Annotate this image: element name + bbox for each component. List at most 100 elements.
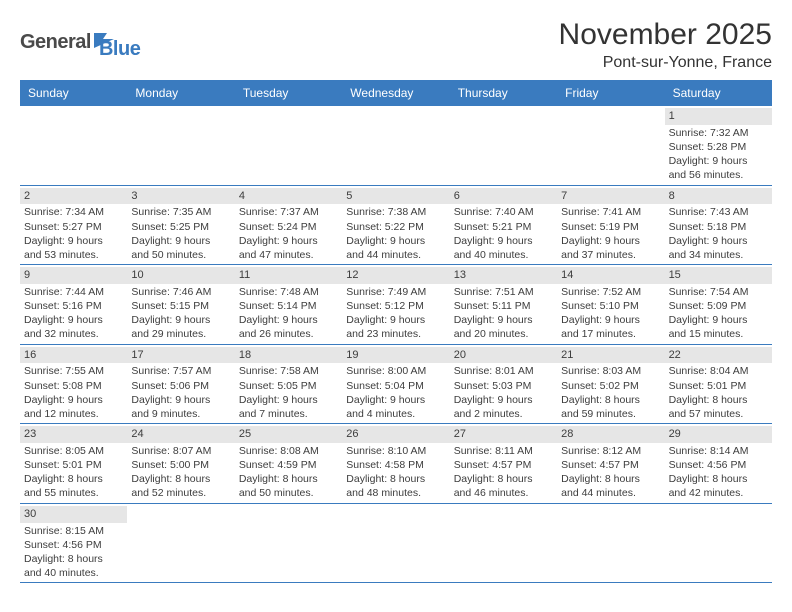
sunrise-text: Sunrise: 8:14 AM: [669, 444, 768, 458]
day-25: 25Sunrise: 8:08 AMSunset: 4:59 PMDayligh…: [235, 424, 342, 504]
day-number: 6: [454, 190, 460, 202]
daylight-text: and 53 minutes.: [24, 248, 123, 262]
weekday-wed: Wednesday: [342, 80, 449, 106]
brand-part2: Blue: [99, 24, 140, 61]
daylight-text: Daylight: 9 hours: [454, 234, 553, 248]
sunrise-text: Sunrise: 7:32 AM: [669, 126, 768, 140]
day-4: 4Sunrise: 7:37 AMSunset: 5:24 PMDaylight…: [235, 186, 342, 266]
sunset-text: Sunset: 5:21 PM: [454, 220, 553, 234]
sunset-text: Sunset: 4:58 PM: [346, 458, 445, 472]
calendar-grid: 1 Sunrise: 7:32 AM Sunset: 5:28 PM Dayli…: [20, 106, 772, 583]
day-21: 21Sunrise: 8:03 AMSunset: 5:02 PMDayligh…: [557, 345, 664, 425]
day-number: 21: [561, 349, 573, 361]
sunset-text: Sunset: 4:57 PM: [454, 458, 553, 472]
daylight-text: Daylight: 9 hours: [346, 234, 445, 248]
sunset-text: Sunset: 4:59 PM: [239, 458, 338, 472]
day-7: 7Sunrise: 7:41 AMSunset: 5:19 PMDaylight…: [557, 186, 664, 266]
empty-cell: [127, 504, 234, 584]
day-number: 3: [131, 190, 137, 202]
sunset-text: Sunset: 5:18 PM: [669, 220, 768, 234]
day-18: 18Sunrise: 7:58 AMSunset: 5:05 PMDayligh…: [235, 345, 342, 425]
sunset-text: Sunset: 5:27 PM: [24, 220, 123, 234]
sunset-text: Sunset: 5:09 PM: [669, 299, 768, 313]
day-23: 23Sunrise: 8:05 AMSunset: 5:01 PMDayligh…: [20, 424, 127, 504]
empty-cell: [127, 106, 234, 186]
day-16: 16Sunrise: 7:55 AMSunset: 5:08 PMDayligh…: [20, 345, 127, 425]
day-27: 27Sunrise: 8:11 AMSunset: 4:57 PMDayligh…: [450, 424, 557, 504]
day-10: 10Sunrise: 7:46 AMSunset: 5:15 PMDayligh…: [127, 265, 234, 345]
daylight-text: and 47 minutes.: [239, 248, 338, 262]
sunset-text: Sunset: 4:57 PM: [561, 458, 660, 472]
daylight-text: and 40 minutes.: [454, 248, 553, 262]
sunrise-text: Sunrise: 7:48 AM: [239, 285, 338, 299]
daylight-text: Daylight: 8 hours: [454, 472, 553, 486]
weekday-sun: Sunday: [20, 80, 127, 106]
empty-cell: [557, 106, 664, 186]
day-28: 28Sunrise: 8:12 AMSunset: 4:57 PMDayligh…: [557, 424, 664, 504]
day-22: 22Sunrise: 8:04 AMSunset: 5:01 PMDayligh…: [665, 345, 772, 425]
daylight-text: and 7 minutes.: [239, 407, 338, 421]
daylight-text: Daylight: 8 hours: [346, 472, 445, 486]
sunset-text: Sunset: 5:10 PM: [561, 299, 660, 313]
sunset-text: Sunset: 5:11 PM: [454, 299, 553, 313]
empty-cell: [557, 504, 664, 584]
brand-part1: General: [20, 31, 91, 54]
day-number: 16: [24, 349, 36, 361]
sunrise-text: Sunrise: 7:35 AM: [131, 205, 230, 219]
sunset-text: Sunset: 5:06 PM: [131, 379, 230, 393]
daylight-text: Daylight: 9 hours: [454, 393, 553, 407]
daylight-text: Daylight: 9 hours: [24, 393, 123, 407]
day-number: 4: [239, 190, 245, 202]
sunrise-text: Sunrise: 7:44 AM: [24, 285, 123, 299]
daylight-text: and 17 minutes.: [561, 327, 660, 341]
daylight-text: Daylight: 8 hours: [239, 472, 338, 486]
day-number: 15: [669, 269, 681, 281]
brand-logo: General Blue: [20, 18, 140, 61]
sunrise-text: Sunrise: 7:51 AM: [454, 285, 553, 299]
sunset-text: Sunset: 5:00 PM: [131, 458, 230, 472]
day-1: 1 Sunrise: 7:32 AM Sunset: 5:28 PM Dayli…: [665, 106, 772, 186]
daylight-text: and 59 minutes.: [561, 407, 660, 421]
sunset-text: Sunset: 5:04 PM: [346, 379, 445, 393]
daylight-text: Daylight: 9 hours: [346, 393, 445, 407]
sunset-text: Sunset: 5:22 PM: [346, 220, 445, 234]
empty-cell: [342, 504, 449, 584]
empty-cell: [665, 504, 772, 584]
day-number: 17: [131, 349, 143, 361]
daylight-text: and 42 minutes.: [669, 486, 768, 500]
day-17: 17Sunrise: 7:57 AMSunset: 5:06 PMDayligh…: [127, 345, 234, 425]
daylight-text: and 20 minutes.: [454, 327, 553, 341]
day-number: 22: [669, 349, 681, 361]
day-number: 18: [239, 349, 251, 361]
day-number: 30: [24, 508, 36, 520]
day-number: 7: [561, 190, 567, 202]
sunrise-text: Sunrise: 8:00 AM: [346, 364, 445, 378]
daylight-text: and 9 minutes.: [131, 407, 230, 421]
sunrise-text: Sunrise: 7:52 AM: [561, 285, 660, 299]
day-29: 29Sunrise: 8:14 AMSunset: 4:56 PMDayligh…: [665, 424, 772, 504]
day-9: 9Sunrise: 7:44 AMSunset: 5:16 PMDaylight…: [20, 265, 127, 345]
day-number: 10: [131, 269, 143, 281]
day-number: 8: [669, 190, 675, 202]
sunrise-text: Sunrise: 8:01 AM: [454, 364, 553, 378]
daylight-text: and 29 minutes.: [131, 327, 230, 341]
sunset-text: Sunset: 5:01 PM: [24, 458, 123, 472]
daylight-text: and 12 minutes.: [24, 407, 123, 421]
day-number: 26: [346, 428, 358, 440]
daylight-text: and 32 minutes.: [24, 327, 123, 341]
weekday-mon: Monday: [127, 80, 234, 106]
daylight-text: Daylight: 8 hours: [561, 393, 660, 407]
day-14: 14Sunrise: 7:52 AMSunset: 5:10 PMDayligh…: [557, 265, 664, 345]
day-3: 3Sunrise: 7:35 AMSunset: 5:25 PMDaylight…: [127, 186, 234, 266]
page-title: November 2025: [559, 18, 772, 52]
empty-cell: [20, 106, 127, 186]
daylight-text: Daylight: 9 hours: [454, 313, 553, 327]
day-number: 11: [239, 269, 250, 281]
day-number: 5: [346, 190, 352, 202]
day-30: 30Sunrise: 8:15 AMSunset: 4:56 PMDayligh…: [20, 504, 127, 584]
weekday-header-row: Sunday Monday Tuesday Wednesday Thursday…: [20, 80, 772, 106]
daylight-text: and 40 minutes.: [24, 566, 123, 580]
day-number: 14: [561, 269, 573, 281]
sunrise-text: Sunrise: 8:07 AM: [131, 444, 230, 458]
day-number: 20: [454, 349, 466, 361]
